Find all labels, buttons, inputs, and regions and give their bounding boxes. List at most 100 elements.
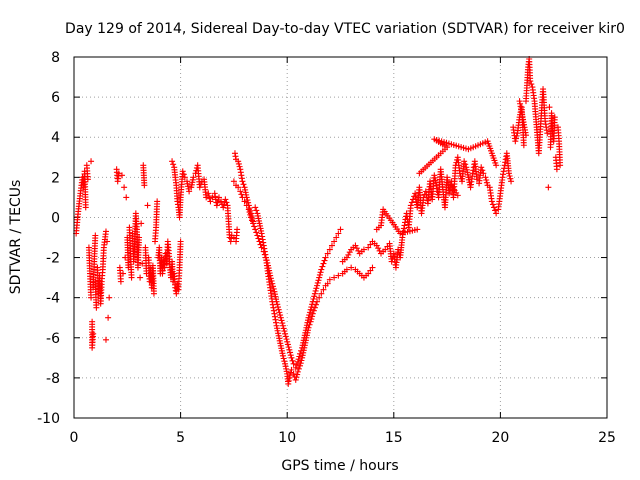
data-point <box>318 290 325 297</box>
data-point <box>491 204 498 211</box>
data-point <box>316 271 323 278</box>
x-tick-label: 10 <box>278 430 296 446</box>
data-point <box>322 254 329 261</box>
data-point <box>527 78 534 85</box>
data-point <box>343 266 350 273</box>
data-point <box>252 226 259 233</box>
data-point <box>283 336 290 343</box>
data-point <box>282 330 289 337</box>
data-point <box>137 274 144 281</box>
data-point <box>293 361 300 368</box>
data-point <box>508 178 515 185</box>
data-point <box>150 290 157 297</box>
data-point <box>335 230 342 237</box>
data-point <box>293 374 300 381</box>
data-point <box>245 206 252 213</box>
data-point <box>287 349 294 356</box>
data-point <box>318 266 325 273</box>
data-point <box>307 306 314 313</box>
data-point <box>478 164 485 171</box>
grid-lines <box>74 57 607 418</box>
x-tick-label: 15 <box>385 430 403 446</box>
data-point <box>223 199 230 206</box>
data-point <box>294 358 301 365</box>
data-point <box>170 161 177 168</box>
data-point <box>544 130 551 137</box>
data-point <box>254 232 261 239</box>
axis-ticks: 0 5 10 15 20 25 -10 -8 -6 -4 -2 0 2 4 6 8 <box>37 50 616 446</box>
data-point <box>277 314 284 321</box>
chart-title: Day 129 of 2014, Sidereal Day-to-day VTE… <box>65 21 625 37</box>
y-tick-label: 2 <box>51 170 60 186</box>
data-point <box>276 309 283 316</box>
data-point <box>123 194 130 201</box>
data-point <box>236 163 243 170</box>
data-point <box>121 184 128 191</box>
data-point <box>298 357 305 364</box>
data-point <box>294 371 301 378</box>
data-point <box>88 158 95 165</box>
data-point <box>286 346 293 353</box>
data-point <box>520 142 527 149</box>
data-point <box>287 352 294 359</box>
y-tick-label: -8 <box>46 371 60 387</box>
data-point <box>104 238 111 245</box>
data-point <box>307 318 314 325</box>
data-point <box>321 257 328 264</box>
data-point <box>284 338 291 345</box>
data-point <box>220 204 227 211</box>
data-point <box>316 274 323 281</box>
data-point <box>333 234 340 241</box>
data-point <box>234 226 241 233</box>
data-point <box>235 158 242 165</box>
data-point <box>353 245 360 252</box>
y-axis-label: SDTVAR / TECUs <box>8 180 24 295</box>
data-point <box>448 182 455 189</box>
data-point <box>102 228 109 235</box>
data-point <box>281 358 288 365</box>
data-point <box>93 304 100 311</box>
data-point <box>489 201 496 208</box>
data-point <box>310 307 317 314</box>
data-point <box>105 314 112 321</box>
data-point <box>328 242 335 249</box>
data-point <box>483 177 490 184</box>
data-point <box>270 285 277 292</box>
y-tick-label: -10 <box>37 411 60 427</box>
data-point <box>320 260 327 267</box>
data-point <box>551 114 558 121</box>
data-point <box>355 247 362 254</box>
data-point <box>218 198 225 205</box>
data-point <box>311 290 318 297</box>
data-point <box>479 167 486 174</box>
data-point <box>314 282 321 289</box>
data-point <box>306 309 313 316</box>
data-point <box>557 162 564 169</box>
data-point <box>352 242 359 249</box>
data-point <box>181 174 188 181</box>
data-point <box>488 198 495 205</box>
data-point <box>306 312 313 319</box>
data-point <box>513 135 520 142</box>
data-point <box>360 246 367 253</box>
data-point <box>324 250 331 257</box>
data-point <box>290 360 297 367</box>
series-segment_2_5 <box>113 162 184 297</box>
data-point <box>317 269 324 276</box>
data-point <box>382 246 389 253</box>
data-point <box>241 198 248 205</box>
data-point <box>250 220 257 227</box>
data-point <box>346 249 353 256</box>
data-point <box>311 304 318 311</box>
data-point <box>186 188 193 195</box>
data-point <box>120 270 127 277</box>
data-point <box>179 168 186 175</box>
data-point <box>462 161 469 168</box>
data-point <box>115 170 122 177</box>
data-point <box>315 277 322 284</box>
data-point <box>506 172 513 179</box>
data-point <box>235 160 242 167</box>
data-point <box>309 310 316 317</box>
data-point <box>407 202 414 209</box>
